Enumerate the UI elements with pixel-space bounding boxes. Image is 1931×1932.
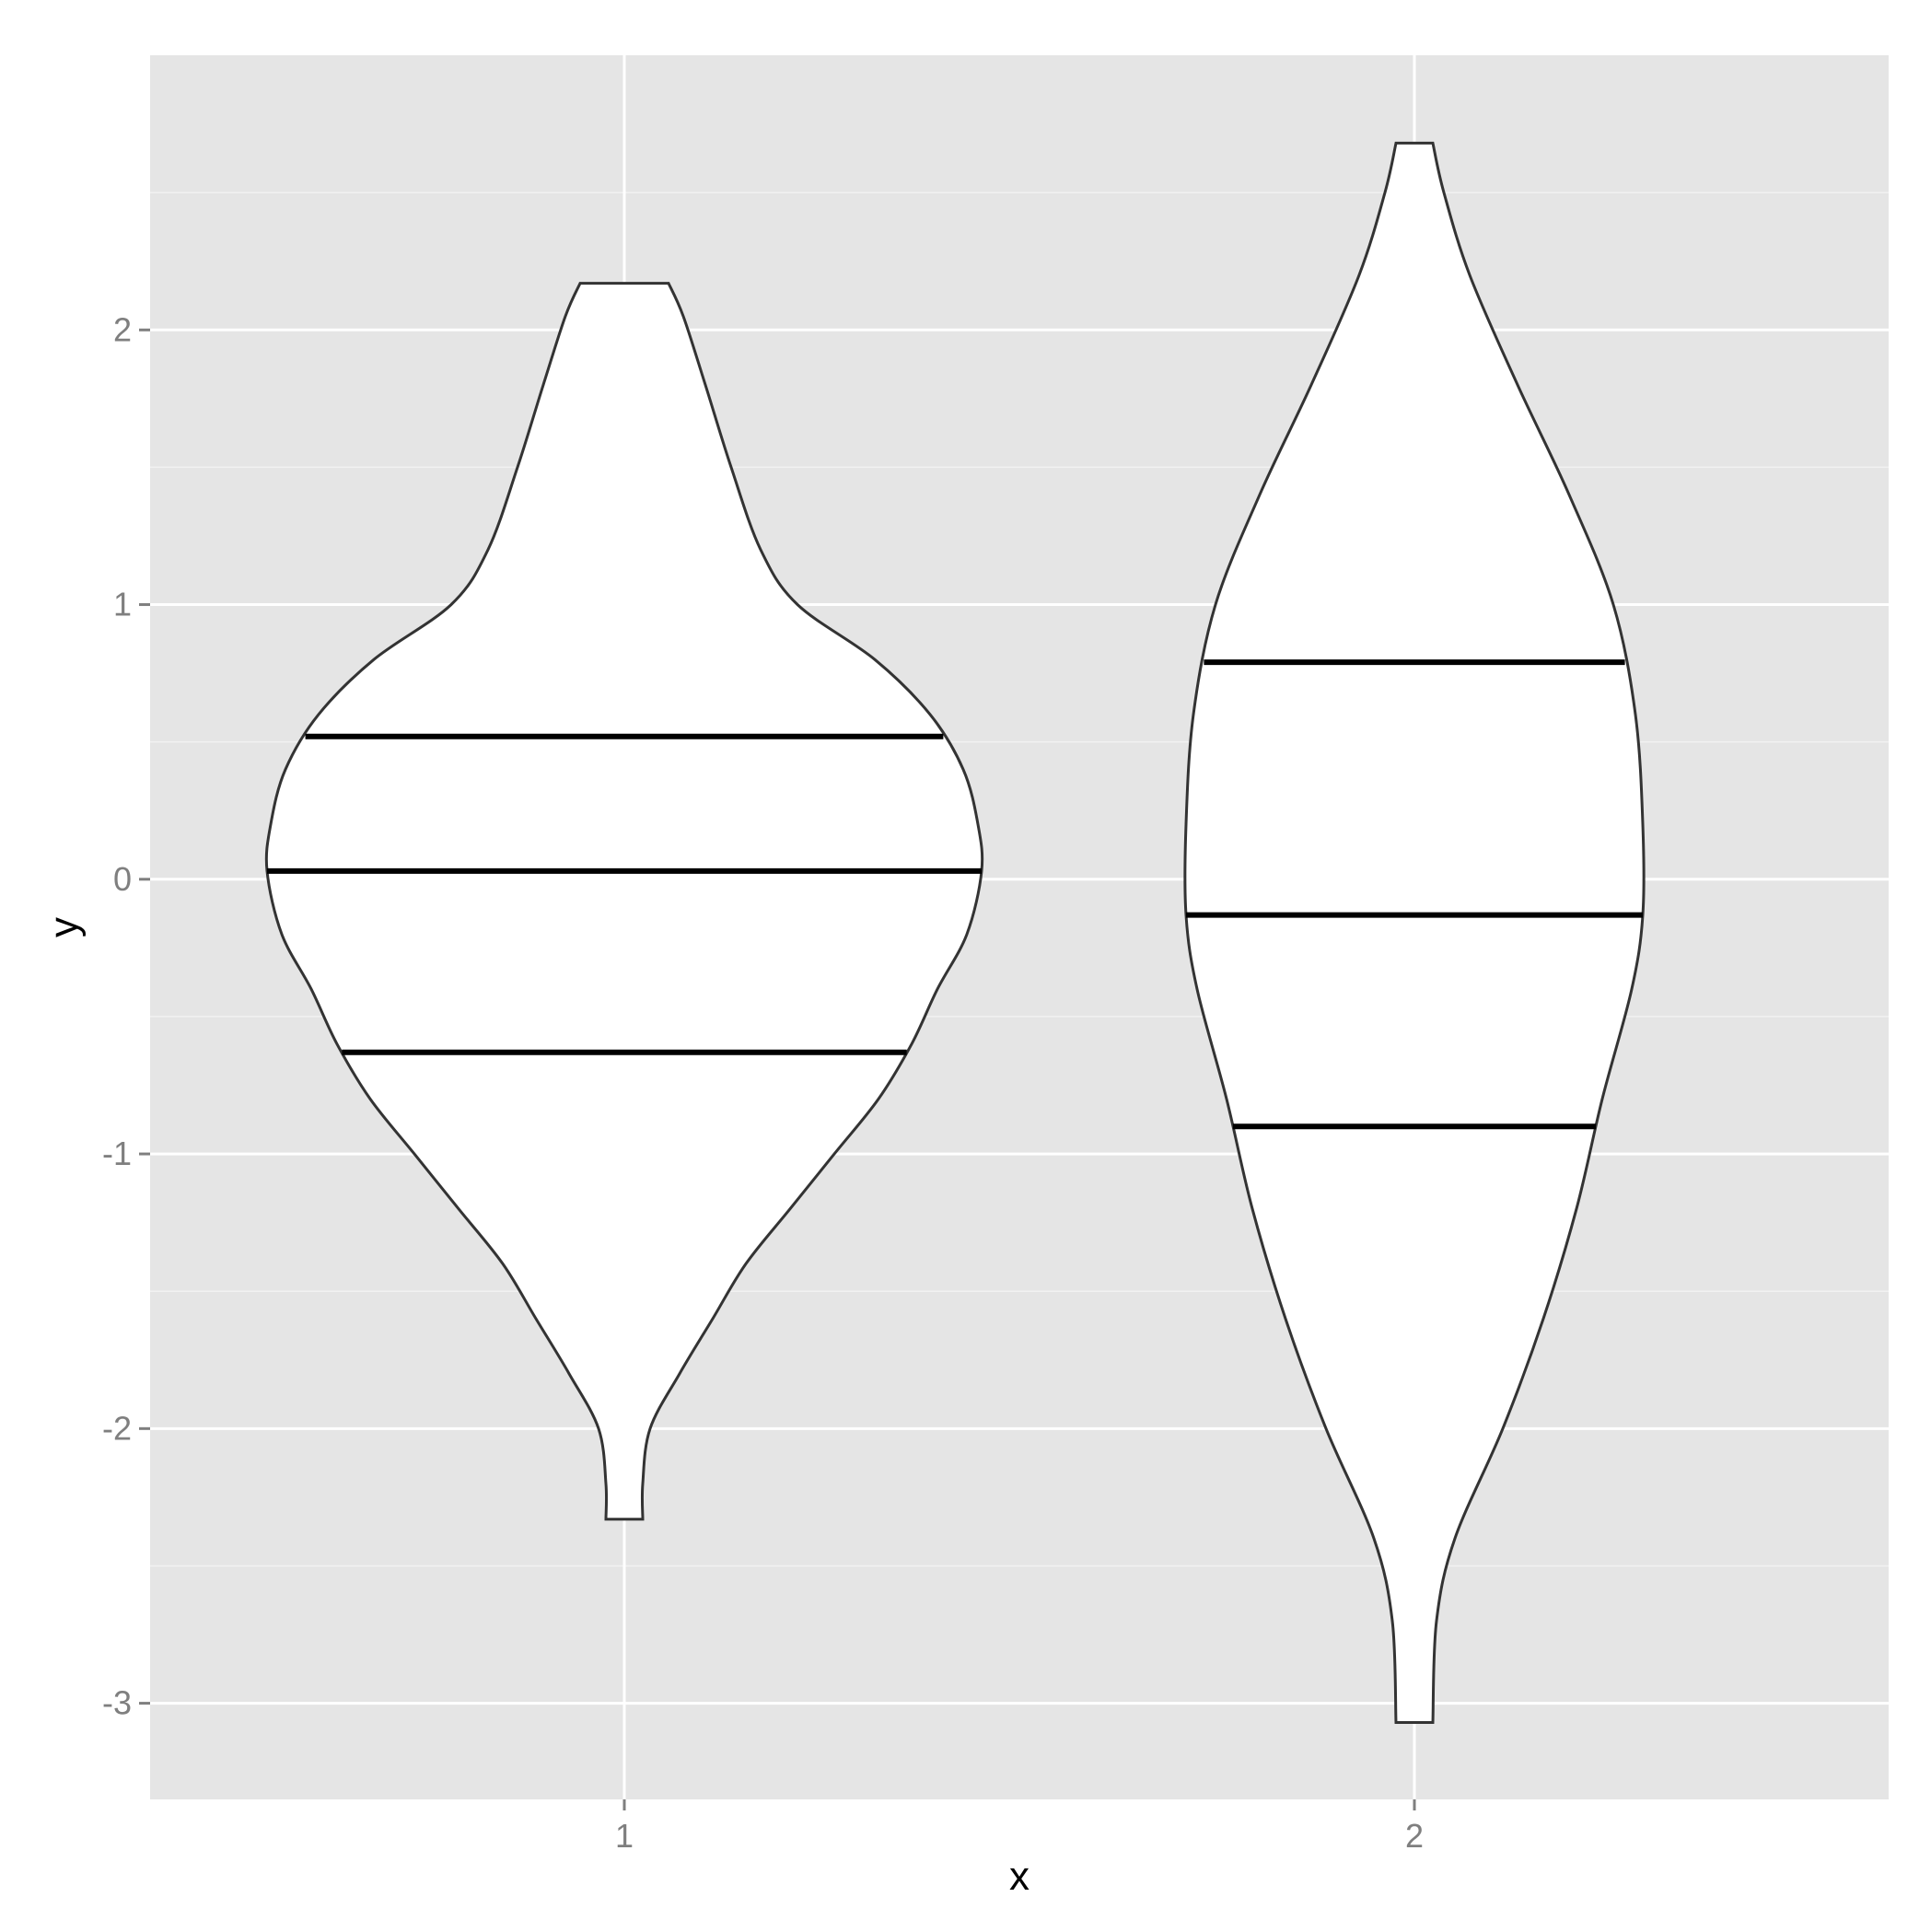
y-axis-title: y bbox=[41, 917, 87, 937]
y-tick-label: 0 bbox=[113, 860, 132, 898]
violin-1 bbox=[264, 282, 984, 1521]
violins bbox=[264, 141, 1646, 1724]
y-axis: -3 -2 -1 0 1 2 bbox=[102, 310, 150, 1722]
y-tick-label: -1 bbox=[102, 1135, 132, 1172]
y-tick-label: -3 bbox=[102, 1684, 132, 1722]
x-tick-label: 1 bbox=[615, 1817, 634, 1855]
y-tick-label: -2 bbox=[102, 1409, 132, 1447]
y-tick-label: 1 bbox=[113, 586, 132, 623]
x-tick-label: 2 bbox=[1405, 1817, 1424, 1855]
violin-2 bbox=[1183, 141, 1646, 1724]
y-tick-label: 2 bbox=[113, 310, 132, 348]
x-axis-title: x bbox=[1009, 1854, 1029, 1899]
